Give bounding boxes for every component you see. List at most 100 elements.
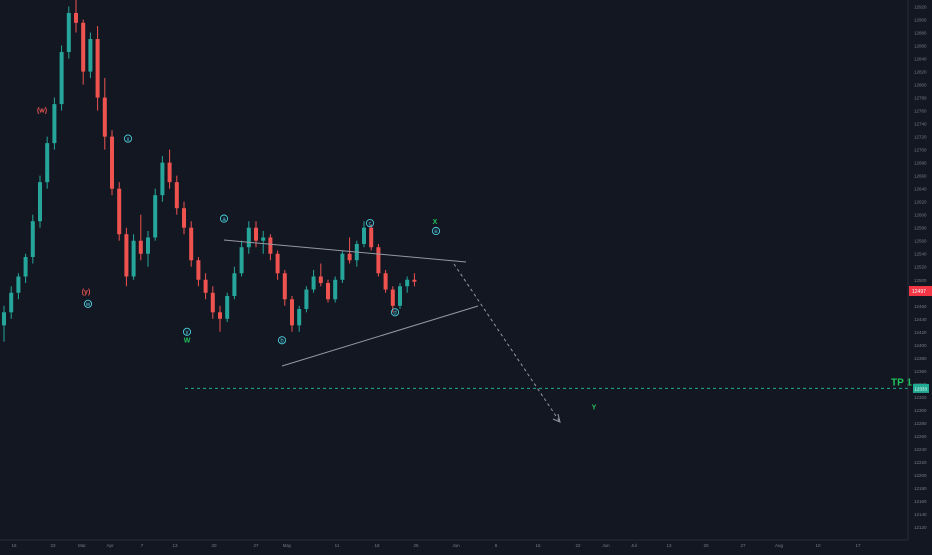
time-tick-label: 22: [575, 543, 581, 548]
price-tick-label: 12220: [914, 460, 927, 465]
target-label: TP 1: [891, 377, 912, 388]
candle: [239, 240, 244, 277]
time-tick-label: Jul: [631, 543, 637, 548]
wave-label-b: b: [277, 336, 287, 344]
candle-body: [81, 22, 86, 72]
candle-body: [2, 312, 6, 326]
candle: [347, 237, 352, 264]
price-tick-label: 12320: [914, 395, 927, 400]
price-tick-label: 12140: [914, 512, 927, 517]
last-price-text: 12497: [912, 289, 926, 295]
time-tick-label: 11: [335, 543, 340, 548]
candle-body: [304, 289, 309, 310]
wave-circle: [182, 327, 192, 336]
wave-text: d: [393, 310, 396, 316]
wave-label-d: d: [390, 308, 400, 317]
candle-body: [412, 279, 417, 282]
candle-body: [74, 13, 78, 23]
time-tick-label: Jun: [452, 543, 460, 548]
price-tick-label: 12440: [914, 317, 927, 322]
candle-body: [239, 247, 244, 274]
candle-body: [376, 247, 381, 274]
candle-body: [290, 299, 294, 326]
candle: [390, 286, 395, 313]
candle: [297, 305, 302, 332]
candle-body: [203, 279, 208, 293]
candle: [398, 283, 402, 310]
wave-label-c: c: [365, 219, 375, 227]
candle-body: [405, 279, 410, 287]
candle: [153, 188, 158, 241]
time-tick-label: Aug: [775, 543, 784, 548]
candle-body: [38, 182, 42, 222]
wave-text: b: [280, 338, 284, 344]
time-tick-label: 23: [50, 543, 56, 548]
wave-label-Y: Y: [592, 405, 597, 412]
candle-body: [102, 97, 107, 137]
candle-body: [210, 292, 215, 313]
time-tick-label: Apr: [106, 543, 114, 548]
candle-body: [333, 279, 338, 300]
candle-body: [311, 276, 316, 290]
time-tick-label: 10: [815, 543, 821, 548]
candle-body: [347, 253, 352, 261]
candle: [290, 296, 294, 332]
wave-circle: [123, 134, 133, 143]
candle: [318, 263, 323, 287]
price-tick-label: 12740: [914, 122, 927, 127]
candle-body: [52, 104, 57, 144]
price-tick-label: 12420: [914, 330, 927, 335]
price-tick-label: 12840: [914, 57, 927, 62]
candle-body: [59, 52, 64, 105]
candle: [282, 270, 287, 306]
candle: [246, 221, 251, 254]
price-tick-label: 12580: [914, 226, 927, 231]
wave-label-y: y: [182, 327, 192, 336]
candle: [412, 273, 417, 287]
candle-body: [16, 276, 21, 293]
candle-body: [23, 256, 28, 277]
wave-label-W: W: [184, 338, 191, 345]
target-price-badge: [913, 383, 929, 393]
wave-label-x: x: [123, 134, 133, 143]
candle: [124, 227, 129, 287]
candle: [81, 19, 86, 85]
wave-label-e: e: [431, 226, 441, 235]
candle-body: [30, 221, 35, 257]
price-tick-label: 12360: [914, 369, 927, 374]
price-tick-label: 12700: [914, 148, 927, 153]
candle-body: [275, 253, 280, 274]
candle: [52, 97, 57, 150]
price-tick-label: 12540: [914, 252, 927, 257]
wave-labels-layer: (w) x (y) w yWa b c d eX Y: [37, 107, 597, 411]
candle-body: [45, 143, 50, 183]
price-tick-label: 12660: [914, 174, 927, 179]
candle: [275, 250, 280, 280]
candle-body: [9, 292, 14, 313]
price-tick-label: 12680: [914, 161, 927, 166]
candle-body: [318, 276, 323, 284]
time-tick-label: 15: [535, 543, 541, 548]
candle-body: [246, 227, 251, 248]
wave-circle: [390, 308, 400, 317]
candle: [95, 26, 100, 111]
candle: [340, 250, 345, 284]
candles-layer: [2, 0, 417, 342]
candle-body: [146, 237, 150, 254]
candle: [59, 45, 64, 111]
price-tick-label: 12460: [914, 304, 927, 309]
wave-text: y: [186, 330, 189, 336]
candle: [88, 32, 93, 79]
triangle-lower-trendline: [281, 305, 479, 367]
time-tick-label: Mar: [78, 543, 86, 548]
time-tick-label: 17: [855, 543, 861, 548]
wave-label-X: X: [433, 219, 438, 226]
candle-body: [196, 260, 201, 280]
price-tick-label: 12520: [914, 265, 927, 270]
time-tick-label: 27: [253, 543, 259, 548]
time-tick-label: 7: [141, 543, 144, 548]
candle-body: [88, 39, 93, 72]
candle: [146, 230, 150, 267]
candle-body: [110, 136, 114, 189]
candle: [160, 156, 165, 202]
